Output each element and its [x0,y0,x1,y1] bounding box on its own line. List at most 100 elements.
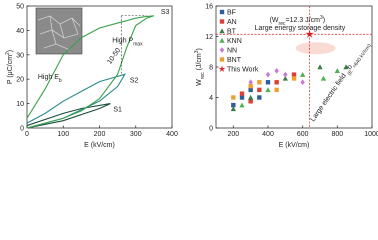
inset-image [35,7,83,55]
legend-marker [218,65,226,72]
annotation-part: b [346,64,354,71]
legend-label: This Work [227,67,259,74]
x-tick-label: 400 [166,131,178,138]
scatter-point [283,71,288,78]
x-tick-label: 300 [130,131,142,138]
figure: 0 100 200 300 400 0 10 20 30 40 50 E (kV/cm) P (μC/c… [5,3,378,149]
y-axis-label-part: rec [200,72,206,79]
annotation-part: High P [112,38,133,45]
scatter-point [291,76,297,81]
annotation-part: 3 [320,15,323,21]
scatter-point [320,75,327,81]
annotation-part: (E [346,69,354,77]
legend-marker [219,19,225,24]
x-axis-label: E (kV/cm) [84,142,115,149]
scatter-point [248,83,253,89]
scatter-point [265,87,271,93]
annotation-part: b [59,78,62,84]
scatter-point [257,87,262,93]
scatter-point [248,99,253,104]
scatter-point [257,95,262,100]
annotation-part: Large energy storage density [255,25,346,32]
scatter-point [265,80,271,85]
legend-label: KNN [227,38,242,45]
legend-marker [219,57,225,62]
x-tick-label: 400 [262,131,274,138]
loop-line [26,15,155,129]
scatter-point [239,102,245,108]
annotation: High Eb [38,74,62,84]
scatter-point [248,87,253,93]
scatter-point [239,95,245,100]
x-tick-label: 200 [94,131,106,138]
scatter-point [231,102,236,108]
annotation-part: ) [323,17,325,24]
scatter-point [248,79,253,86]
scatter-point [274,87,279,93]
loop-line [26,103,111,129]
dashed-guide [120,15,147,75]
scatter-point [274,80,279,85]
y-axis-label-part: ) [196,48,203,50]
x-tick-label: 600 [297,131,309,138]
y-axis-label-part: W [196,79,203,86]
y-tick-label: 20 [16,77,24,84]
legend-label: BT [227,29,237,36]
legend-marker [219,28,225,34]
scatter-point [343,64,349,70]
series-label: S1 [113,107,122,114]
y-tick-label: 10 [16,101,24,108]
annotation-part: (W [270,17,279,24]
legend-marker [219,47,225,53]
y-tick-label: 30 [16,52,24,59]
annotation: High Pmax [112,38,143,48]
scatter-point [274,67,279,74]
legend-label: BF [227,10,236,17]
x-tick-label: 100 [57,131,69,138]
x-axis-label: E (kV/cm) [279,142,310,149]
scatter-point [257,80,262,85]
annotation: Large energy storage density [255,25,346,32]
annotation-part: max [133,42,143,48]
scatter-point [300,71,306,77]
y-axis-label-part: ) [7,50,14,52]
x-tick-label: 800 [331,131,343,138]
series-label: S2 [130,77,139,84]
y-tick-label: 16 [205,4,213,11]
scatter-point [305,29,314,38]
y-tick-label: 0 [20,126,24,133]
x-tick-label: 200 [227,131,239,138]
scatter-point [248,94,254,100]
scatter-point [231,95,236,100]
legend-marker [219,9,225,15]
scatter-point [230,106,236,112]
annotation-part: =12.3 J/cm [286,17,321,24]
legend-label: BNT [227,57,242,64]
y-axis-label-part: 3 [194,50,200,53]
annotation: (Wrec=12.3 J/cm3) [270,15,325,27]
scatter-point [317,64,323,70]
x-axis-label-part: E (kV/cm) [279,142,310,149]
loop-line [26,73,127,129]
legend-label: NN [227,48,237,55]
scatter-point [265,71,271,78]
y-axis-label: P (μC/cm2) [5,50,14,84]
annotation-part: High E [38,74,59,81]
y-axis-label-part: P (μC/cm [7,55,14,84]
y-tick-label: 4 [209,95,213,102]
y-tick-label: 0 [209,126,213,133]
scatter-point [282,75,288,81]
y-axis-label: Wrec (J/cm3) [194,48,206,86]
scatter-point [334,68,340,74]
y-tick-label: 12 [205,34,213,41]
y-tick-label: 8 [209,65,213,72]
y-tick-label: 40 [16,28,24,35]
y-tick-label: 50 [16,4,24,11]
series-label: S3 [161,9,170,16]
x-axis-label-part: E (kV/cm) [84,142,115,149]
y-axis-label-part: (J/cm [196,53,203,72]
legend-label: AN [227,19,237,26]
annotation-part: rec [279,21,286,27]
scatter-point [291,72,297,77]
legend-marker [219,37,225,43]
